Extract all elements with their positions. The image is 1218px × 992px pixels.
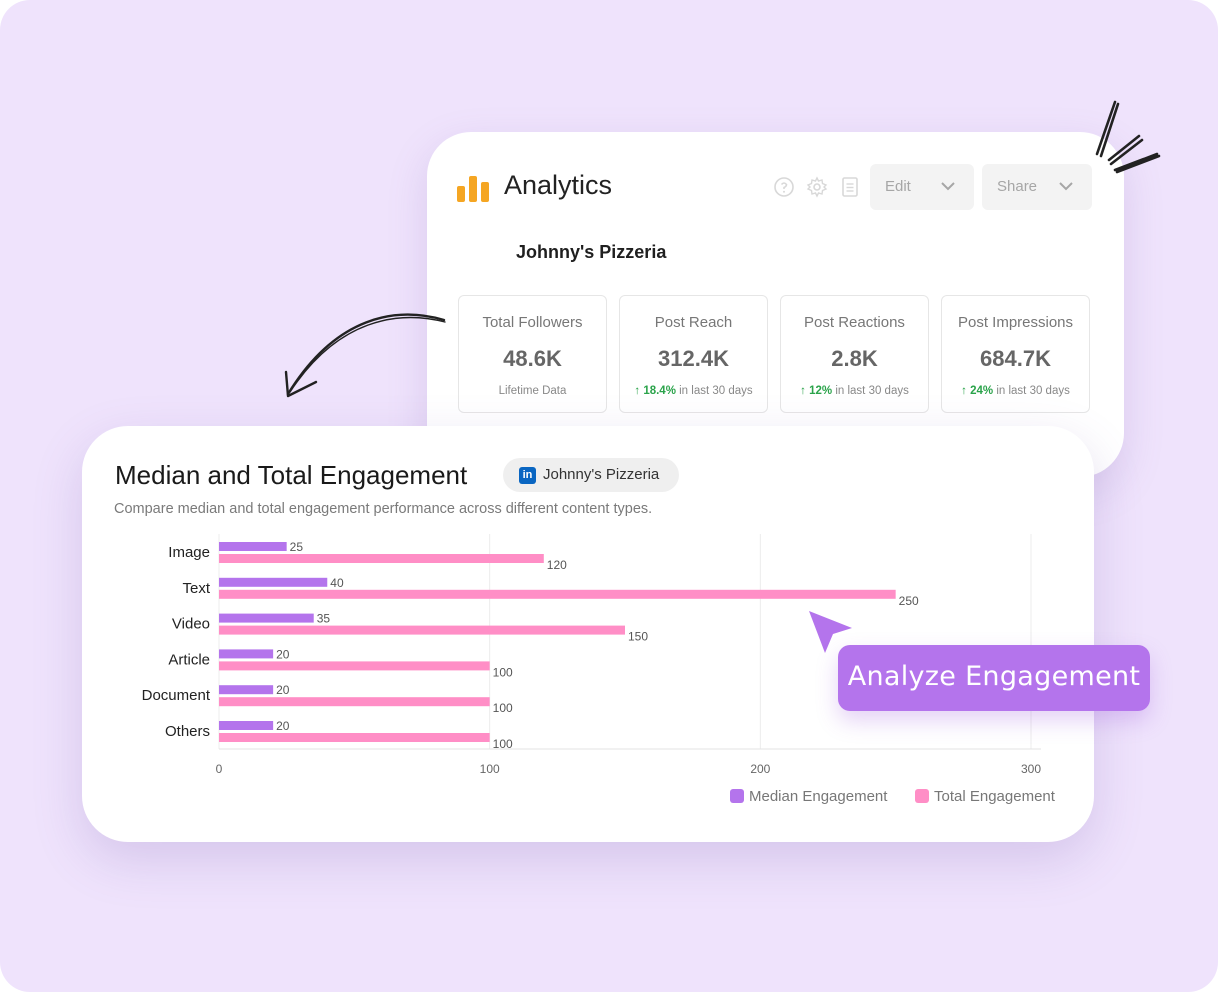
bar-value-label: 20 <box>276 683 290 697</box>
engagement-bar-chart: 0 100 200 300 Image 25 120 Text 40 250 Video 35 150 A… <box>142 534 1056 805</box>
stat-change: 12% <box>809 385 833 397</box>
scribble-decoration-icon <box>1095 100 1161 174</box>
account-chip[interactable]: in Johnny's Pizzeria <box>503 458 679 492</box>
edit-button[interactable]: Edit <box>870 164 974 210</box>
stat-change-row: ↑ 24% in last 30 days <box>942 385 1089 397</box>
stat-change-row: ↑ 12% in last 30 days <box>781 385 928 397</box>
category-label: Article <box>168 651 210 668</box>
share-button-label: Share <box>997 178 1038 195</box>
business-name: Johnny's Pizzeria <box>516 242 667 262</box>
linkedin-icon: in <box>519 467 536 484</box>
share-button[interactable]: Share <box>982 164 1092 210</box>
total-bar <box>219 625 625 635</box>
stat-label: Post Impressions <box>957 314 1074 331</box>
analytics-card: Analytics Edit Share J <box>427 132 1124 477</box>
bar-value-label: 250 <box>899 594 919 608</box>
gear-icon[interactable] <box>806 176 828 198</box>
category-label: Video <box>172 616 210 633</box>
engagement-card: Median and Total Engagement in Johnny's … <box>82 426 1094 842</box>
stat-value: 684.7K <box>980 346 1051 371</box>
chevron-down-icon <box>941 182 955 191</box>
stat-subtext: Lifetime Data <box>498 385 567 397</box>
stat-card-total-followers[interactable]: Total Followers 48.6K Lifetime Data <box>458 295 607 413</box>
total-bar <box>219 589 896 599</box>
arrow-up-icon: ↑ <box>800 385 806 397</box>
median-bar <box>219 685 274 695</box>
stat-label: Post Reach <box>654 314 733 331</box>
stat-subtext: in last 30 days <box>996 385 1070 397</box>
bar-value-label: 150 <box>628 630 648 644</box>
stat-change: 18.4% <box>643 385 676 397</box>
median-bar <box>219 613 314 623</box>
stat-label: Total Followers <box>482 314 583 331</box>
legend-swatch <box>915 789 929 803</box>
x-tick-label: 200 <box>750 762 770 776</box>
engagement-subtitle: Compare median and total engagement perf… <box>114 501 653 517</box>
bar-value-label: 100 <box>493 737 513 751</box>
analyze-engagement-button[interactable]: Analyze Engagement <box>838 645 1150 711</box>
edit-button-label: Edit <box>885 178 911 195</box>
bar-value-label: 100 <box>493 665 513 679</box>
bar-value-label: 100 <box>493 701 513 715</box>
x-tick-label: 100 <box>480 762 500 776</box>
arrow-up-icon: ↑ <box>961 385 967 397</box>
legend-label: Median Engagement <box>749 788 888 805</box>
bar-value-label: 120 <box>547 558 567 572</box>
account-chip-label: Johnny's Pizzeria <box>543 466 660 483</box>
analytics-logo-icon <box>457 176 489 202</box>
analyze-engagement-label: Analyze Engagement <box>847 661 1141 692</box>
stat-value: 312.4K <box>658 346 729 371</box>
engagement-title: Median and Total Engagement <box>115 460 468 490</box>
total-bar <box>219 697 490 707</box>
document-icon[interactable] <box>839 176 861 198</box>
bar-value-label: 35 <box>317 612 331 626</box>
median-bar <box>219 542 287 551</box>
x-tick-label: 300 <box>1021 762 1041 776</box>
stat-change: 24% <box>970 385 994 397</box>
bar-value-label: 20 <box>276 647 290 661</box>
bar-value-label: 20 <box>276 719 290 733</box>
median-bar <box>219 721 274 730</box>
stat-subtext: in last 30 days <box>835 385 909 397</box>
help-icon[interactable] <box>773 176 795 198</box>
category-label: Image <box>168 544 210 561</box>
analytics-title: Analytics <box>504 170 613 200</box>
legend-swatch <box>730 789 744 803</box>
stat-label: Post Reactions <box>804 314 905 331</box>
x-tick-label: 0 <box>216 762 223 776</box>
chevron-down-icon <box>1059 182 1073 191</box>
category-label: Document <box>142 687 211 704</box>
total-bar <box>219 733 490 742</box>
median-bar <box>219 649 274 659</box>
median-bar <box>219 577 328 587</box>
stat-card-post-reactions[interactable]: Post Reactions 2.8K ↑ 12% in last 30 day… <box>780 295 929 413</box>
cursor-pointer-icon <box>809 611 852 653</box>
bar-value-label: 40 <box>330 576 344 590</box>
stat-card-post-reach[interactable]: Post Reach 312.4K ↑ 18.4% in last 30 day… <box>619 295 768 413</box>
stat-subtext: in last 30 days <box>679 385 753 397</box>
stat-value: 48.6K <box>503 346 562 371</box>
stat-change-row: ↑ 18.4% in last 30 days <box>620 385 767 397</box>
category-label: Text <box>182 580 210 597</box>
stat-card-post-impressions[interactable]: Post Impressions 684.7K ↑ 24% in last 30… <box>941 295 1090 413</box>
category-label: Others <box>165 723 210 740</box>
bar-value-label: 25 <box>290 540 304 554</box>
total-bar <box>219 661 490 671</box>
legend-label: Total Engagement <box>934 788 1056 805</box>
stat-value: 2.8K <box>831 346 878 371</box>
total-bar <box>219 554 544 563</box>
arrow-up-icon: ↑ <box>634 385 641 397</box>
curved-arrow-icon <box>284 313 446 398</box>
